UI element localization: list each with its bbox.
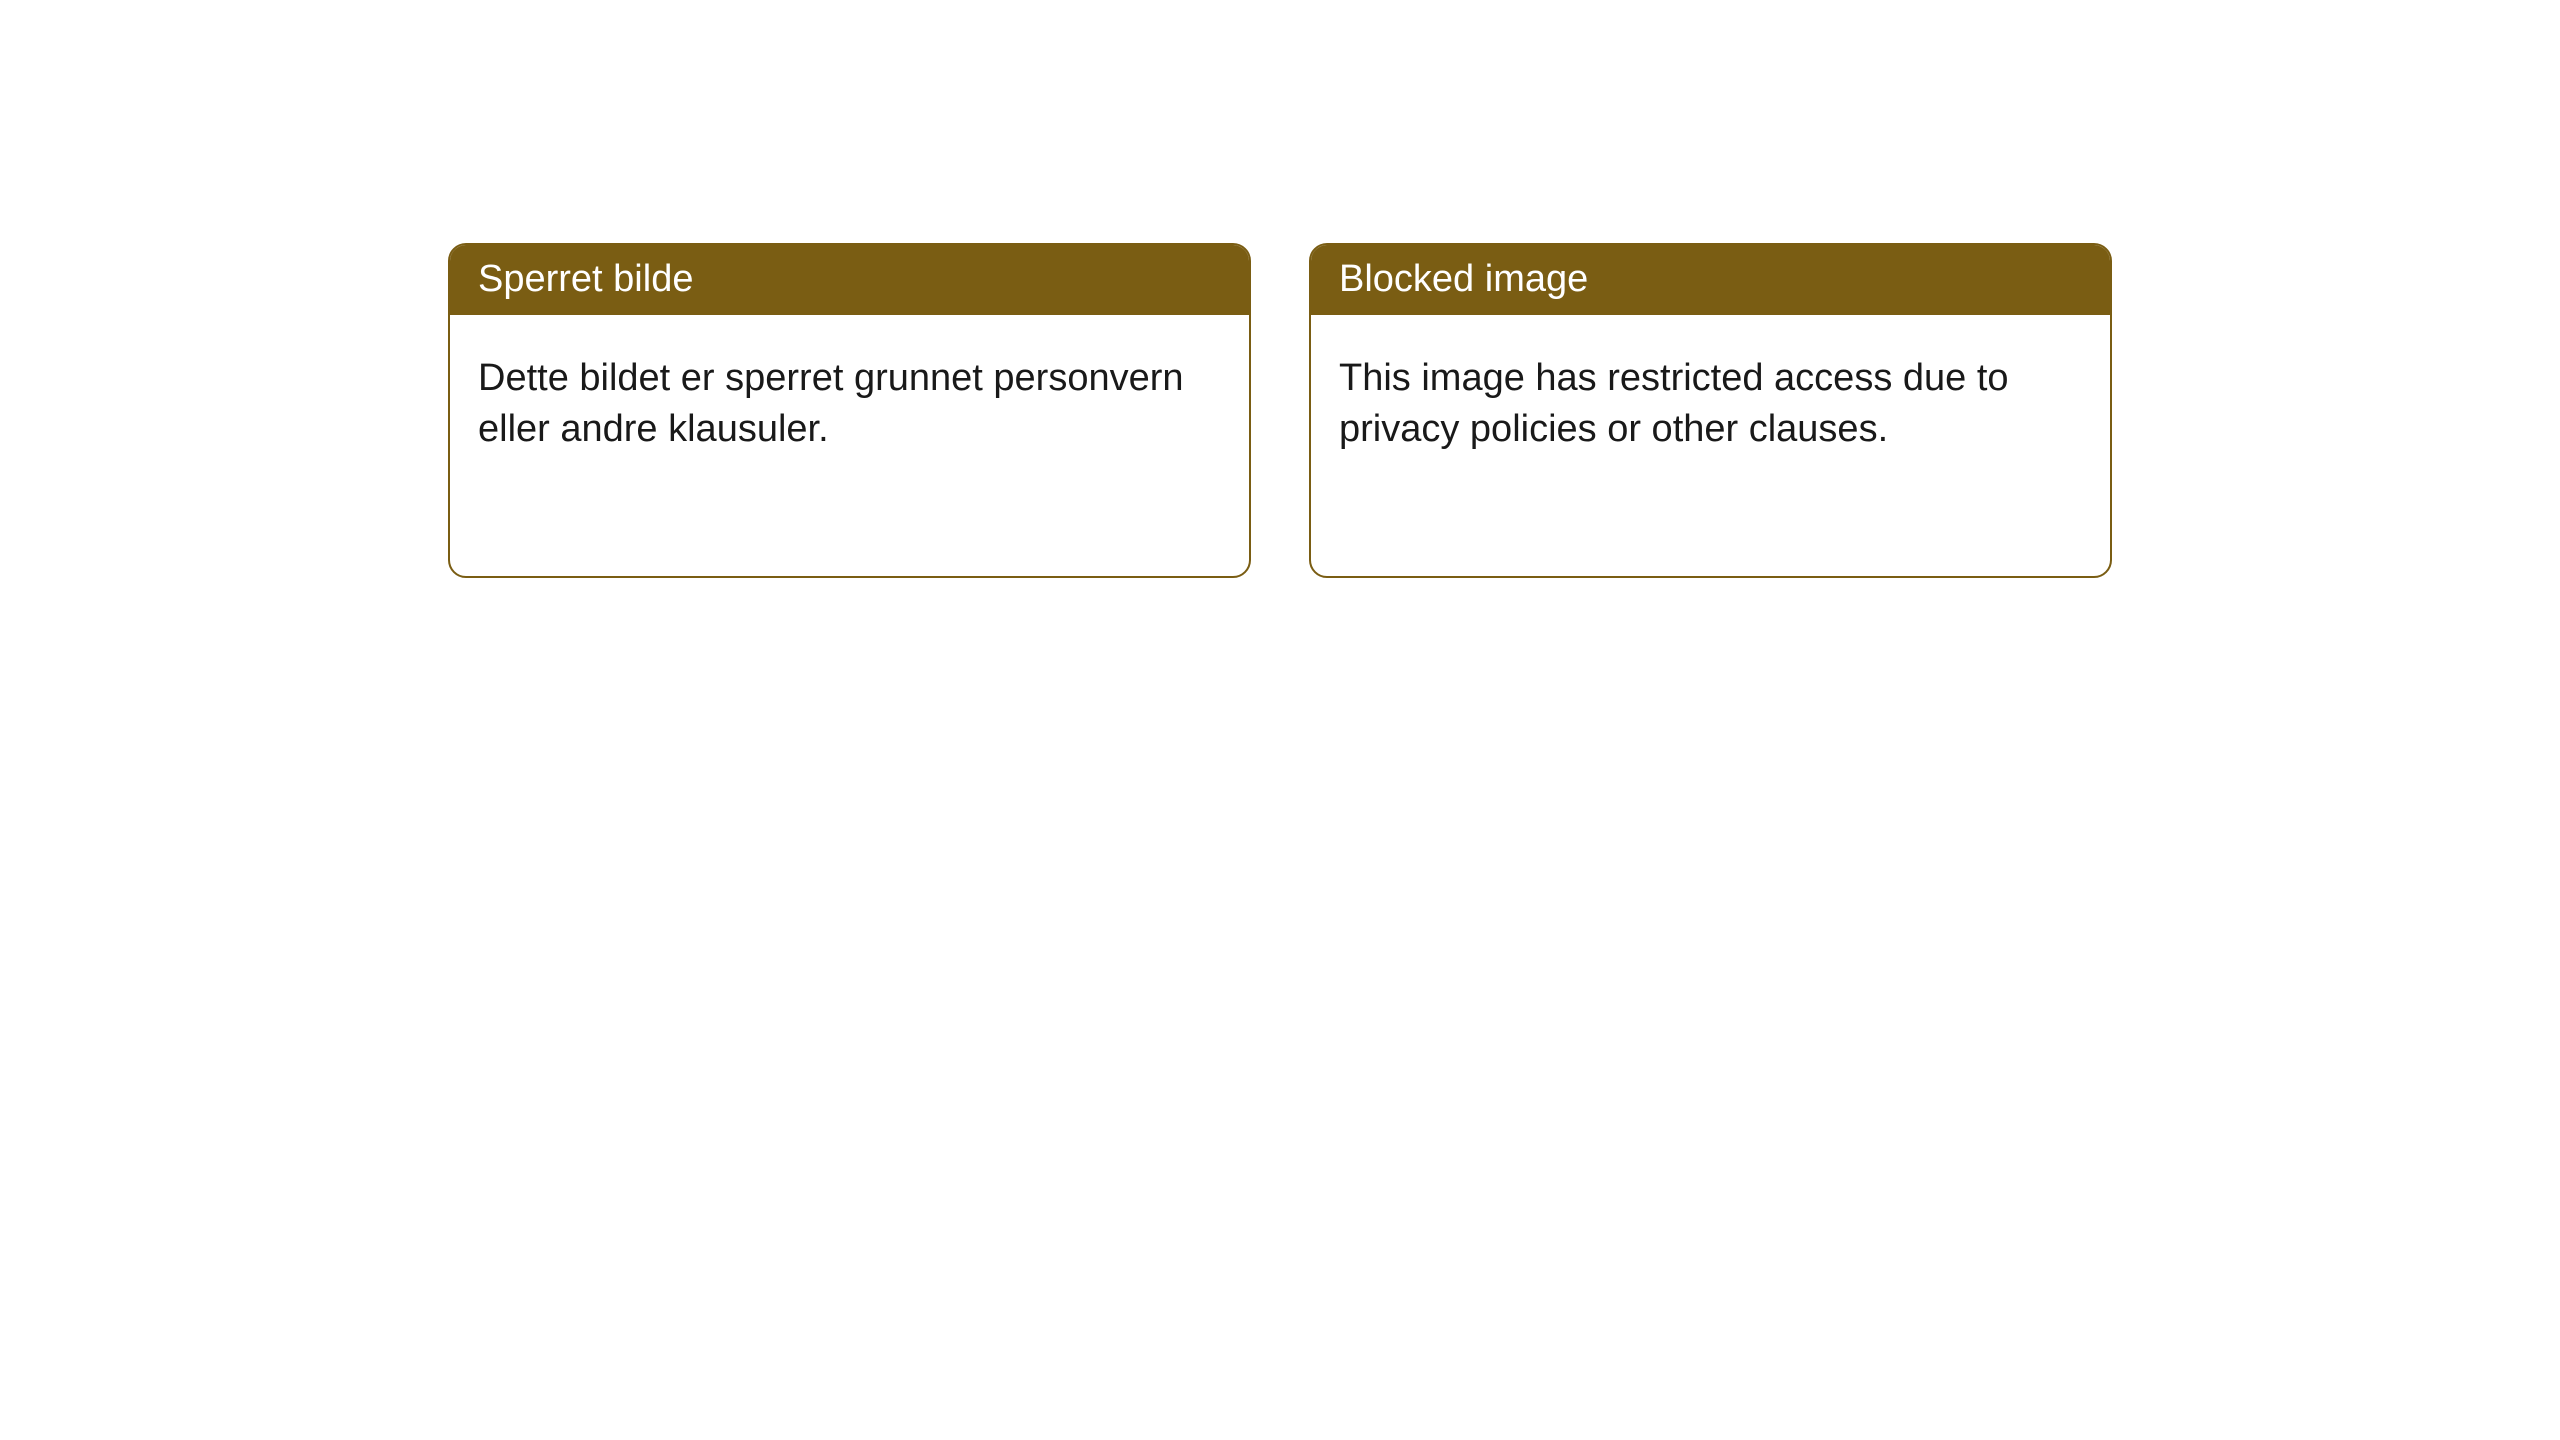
notice-container: Sperret bilde Dette bildet er sperret gr… <box>448 243 2112 578</box>
notice-message: Dette bildet er sperret grunnet personve… <box>478 357 1184 450</box>
notice-card-english: Blocked image This image has restricted … <box>1309 243 2112 578</box>
notice-title: Sperret bilde <box>478 258 693 300</box>
notice-body: This image has restricted access due to … <box>1311 315 2110 494</box>
notice-card-norwegian: Sperret bilde Dette bildet er sperret gr… <box>448 243 1251 578</box>
notice-message: This image has restricted access due to … <box>1339 357 2009 450</box>
notice-title: Blocked image <box>1339 258 1588 300</box>
notice-header: Sperret bilde <box>450 245 1249 315</box>
notice-header: Blocked image <box>1311 245 2110 315</box>
notice-body: Dette bildet er sperret grunnet personve… <box>450 315 1249 494</box>
